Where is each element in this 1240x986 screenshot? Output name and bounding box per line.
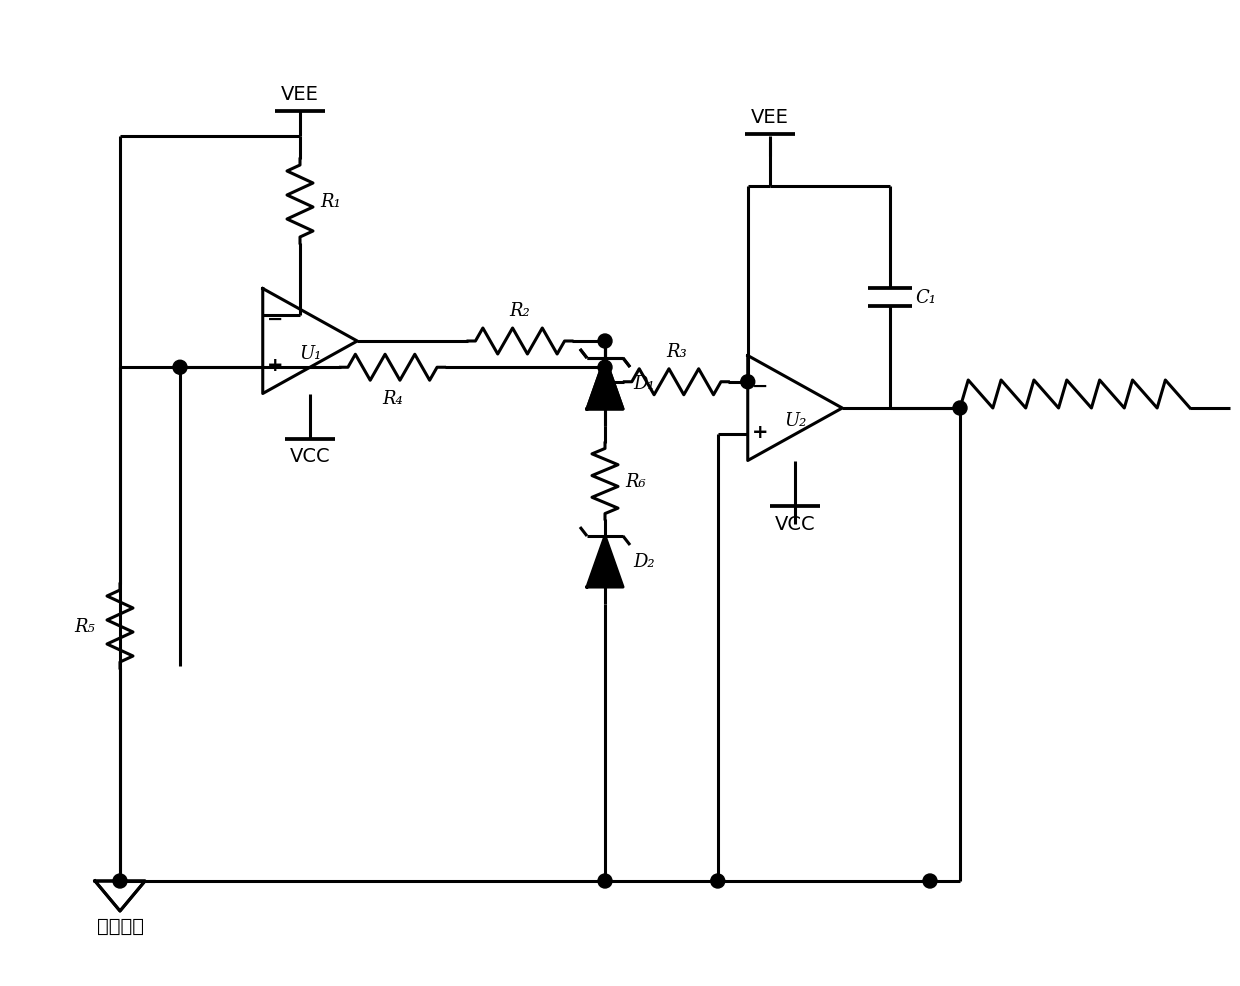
Text: U₂: U₂ bbox=[784, 411, 806, 430]
Polygon shape bbox=[587, 359, 622, 409]
Circle shape bbox=[954, 401, 967, 415]
Circle shape bbox=[598, 361, 613, 375]
Text: VEE: VEE bbox=[281, 85, 319, 104]
Text: VCC: VCC bbox=[290, 447, 330, 466]
Circle shape bbox=[598, 875, 613, 888]
Text: −: − bbox=[267, 309, 283, 328]
Text: 基准电压: 基准电压 bbox=[97, 916, 144, 935]
Circle shape bbox=[174, 361, 187, 375]
Text: +: + bbox=[267, 355, 283, 375]
Text: R₄: R₄ bbox=[382, 389, 403, 408]
Circle shape bbox=[740, 376, 755, 389]
Text: −: − bbox=[751, 376, 768, 395]
Text: R₃: R₃ bbox=[666, 342, 687, 361]
Text: D₁: D₁ bbox=[632, 375, 655, 393]
Polygon shape bbox=[587, 359, 622, 409]
Circle shape bbox=[711, 875, 724, 888]
Text: +: + bbox=[751, 422, 768, 441]
Text: VEE: VEE bbox=[751, 107, 789, 127]
Text: R₂: R₂ bbox=[510, 302, 531, 319]
Text: R₆: R₆ bbox=[625, 472, 646, 490]
Circle shape bbox=[113, 875, 126, 888]
Text: R₅: R₅ bbox=[74, 617, 95, 635]
Polygon shape bbox=[587, 536, 622, 588]
Circle shape bbox=[598, 334, 613, 349]
Text: R₁: R₁ bbox=[320, 193, 341, 211]
Circle shape bbox=[923, 875, 937, 888]
Text: D₂: D₂ bbox=[632, 553, 655, 571]
Text: VCC: VCC bbox=[775, 514, 816, 533]
Text: U₁: U₁ bbox=[299, 345, 321, 363]
Text: C₁: C₁ bbox=[915, 289, 936, 307]
